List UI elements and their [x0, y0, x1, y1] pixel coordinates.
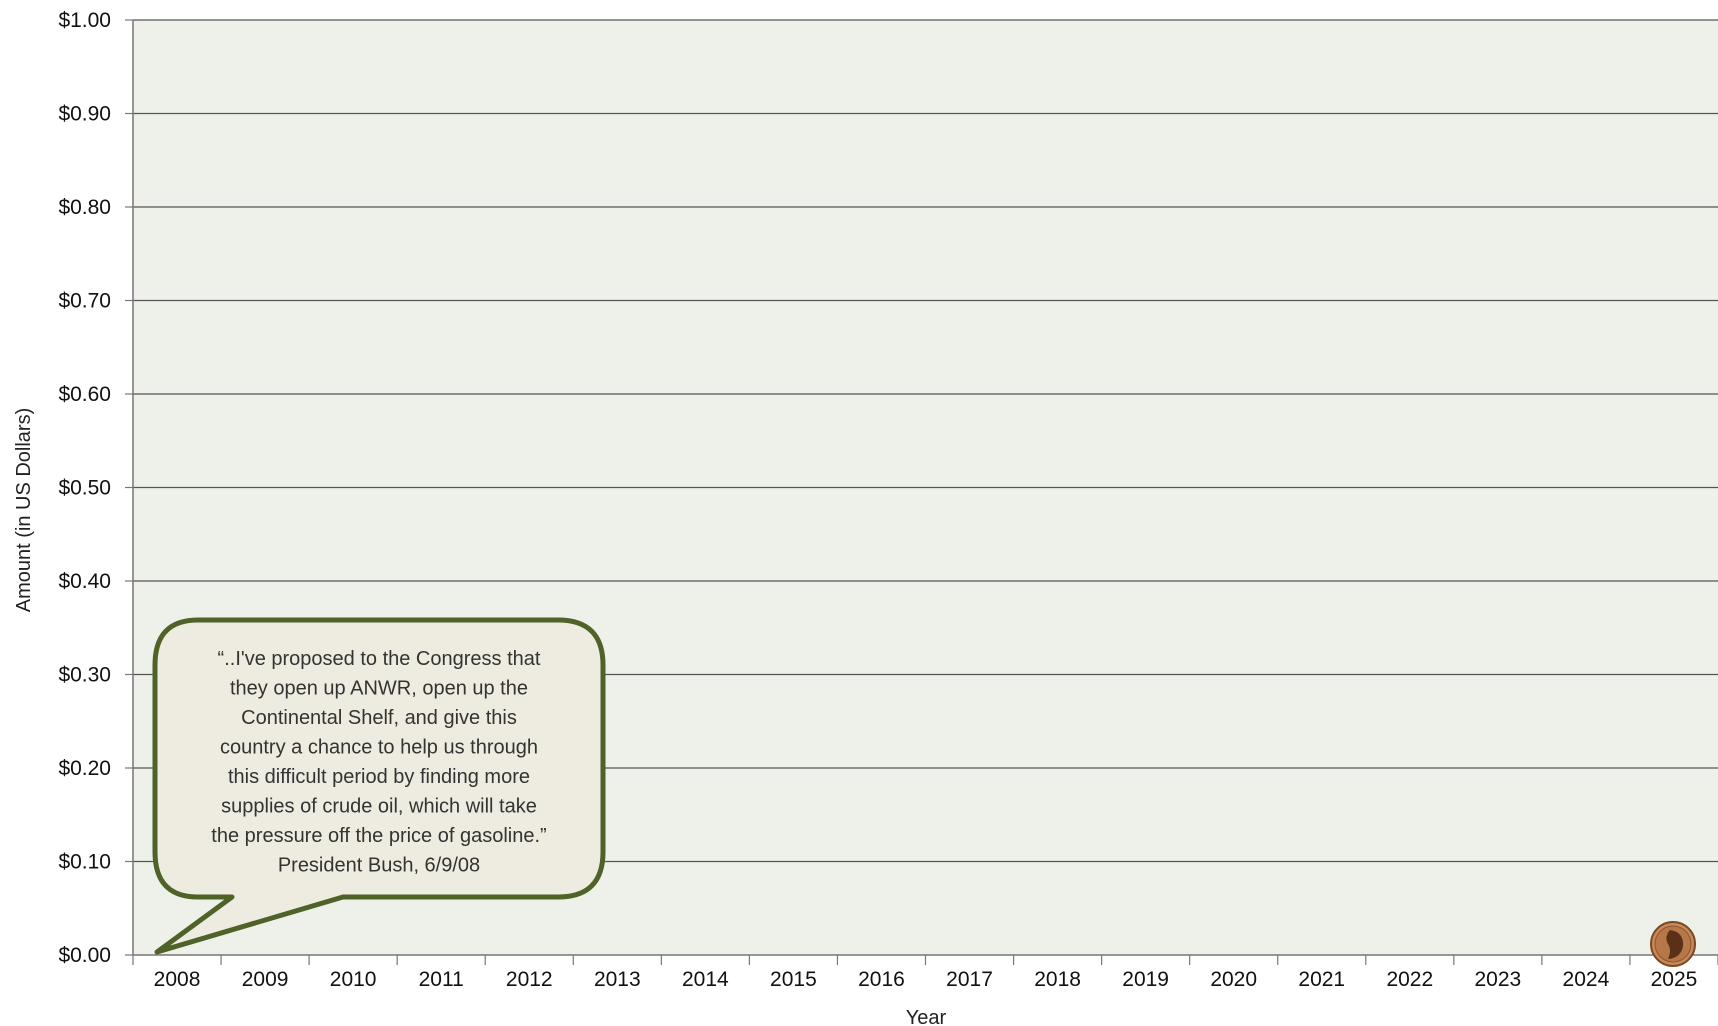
x-tick-label: 2013	[594, 968, 641, 991]
x-axis-tick-labels: 2008 2009 2010 2011 2012 2013 2014 2015 2016 2017…	[132, 955, 1718, 991]
quote-line: Continental Shelf, and give this	[241, 707, 517, 729]
y-axis-tick-labels: $0.00 $0.10 $0.20 $0.30 $0.40 $0.50 $0.60 $0.70…	[58, 9, 133, 967]
x-tick-label: 2011	[419, 968, 464, 991]
y-axis-title: Amount (in US Dollars)	[13, 408, 35, 613]
x-tick-label: 2020	[1210, 968, 1257, 991]
y-tick-label: $0.10	[58, 851, 111, 874]
quote-text: “..I've proposed to the Congress that the…	[211, 648, 546, 877]
y-tick-label: $0.20	[58, 757, 111, 780]
quote-line: supplies of crude oil, which will take	[221, 796, 537, 818]
y-tick-label: $0.70	[58, 290, 111, 313]
x-tick-label: 2010	[330, 968, 377, 991]
quote-line: this difficult period by finding more	[228, 766, 530, 788]
x-tick-label: 2024	[1563, 968, 1610, 991]
x-tick-label: 2018	[1034, 968, 1081, 991]
quote-attribution: President Bush, 6/9/08	[278, 855, 480, 877]
y-tick-label: $0.00	[58, 944, 111, 967]
y-tick-label: $1.00	[58, 9, 111, 32]
quote-line: “..I've proposed to the Congress that	[218, 648, 541, 670]
x-tick-label: 2014	[682, 968, 729, 991]
y-tick-label: $0.80	[58, 196, 111, 219]
speech-bubble	[152, 617, 606, 955]
y-tick-label: $0.40	[58, 570, 111, 593]
y-tick-label: $0.50	[58, 477, 111, 500]
x-tick-label: 2016	[858, 968, 905, 991]
quote-line: country a chance to help us through	[220, 737, 538, 759]
x-tick-label: 2012	[506, 968, 553, 991]
x-tick-label: 2023	[1475, 968, 1522, 991]
x-tick-label: 2009	[242, 968, 289, 991]
x-tick-label: 2019	[1122, 968, 1169, 991]
x-tick-label: 2015	[770, 968, 817, 991]
x-tick-label: 2008	[154, 968, 201, 991]
x-axis-title: Year	[906, 1007, 947, 1026]
x-tick-label: 2022	[1386, 968, 1433, 991]
y-tick-label: $0.90	[58, 103, 111, 126]
quote-callout: “..I've proposed to the Congress that the…	[152, 617, 606, 955]
y-tick-label: $0.60	[58, 383, 111, 406]
x-tick-label: 2025	[1651, 968, 1698, 991]
penny-coin-icon	[1650, 921, 1696, 967]
x-tick-label: 2021	[1298, 968, 1345, 991]
x-tick-label: 2017	[946, 968, 993, 991]
y-tick-label: $0.30	[58, 664, 111, 687]
quote-line: they open up ANWR, open up the	[230, 678, 528, 700]
quote-line: the pressure off the price of gasoline.”	[211, 825, 546, 847]
